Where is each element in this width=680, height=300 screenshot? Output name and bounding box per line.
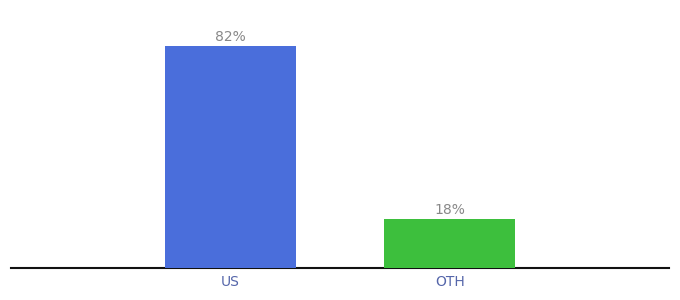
- Text: 18%: 18%: [435, 202, 465, 217]
- Bar: [384, 219, 515, 268]
- Text: 82%: 82%: [215, 30, 245, 44]
- Bar: [165, 46, 296, 268]
